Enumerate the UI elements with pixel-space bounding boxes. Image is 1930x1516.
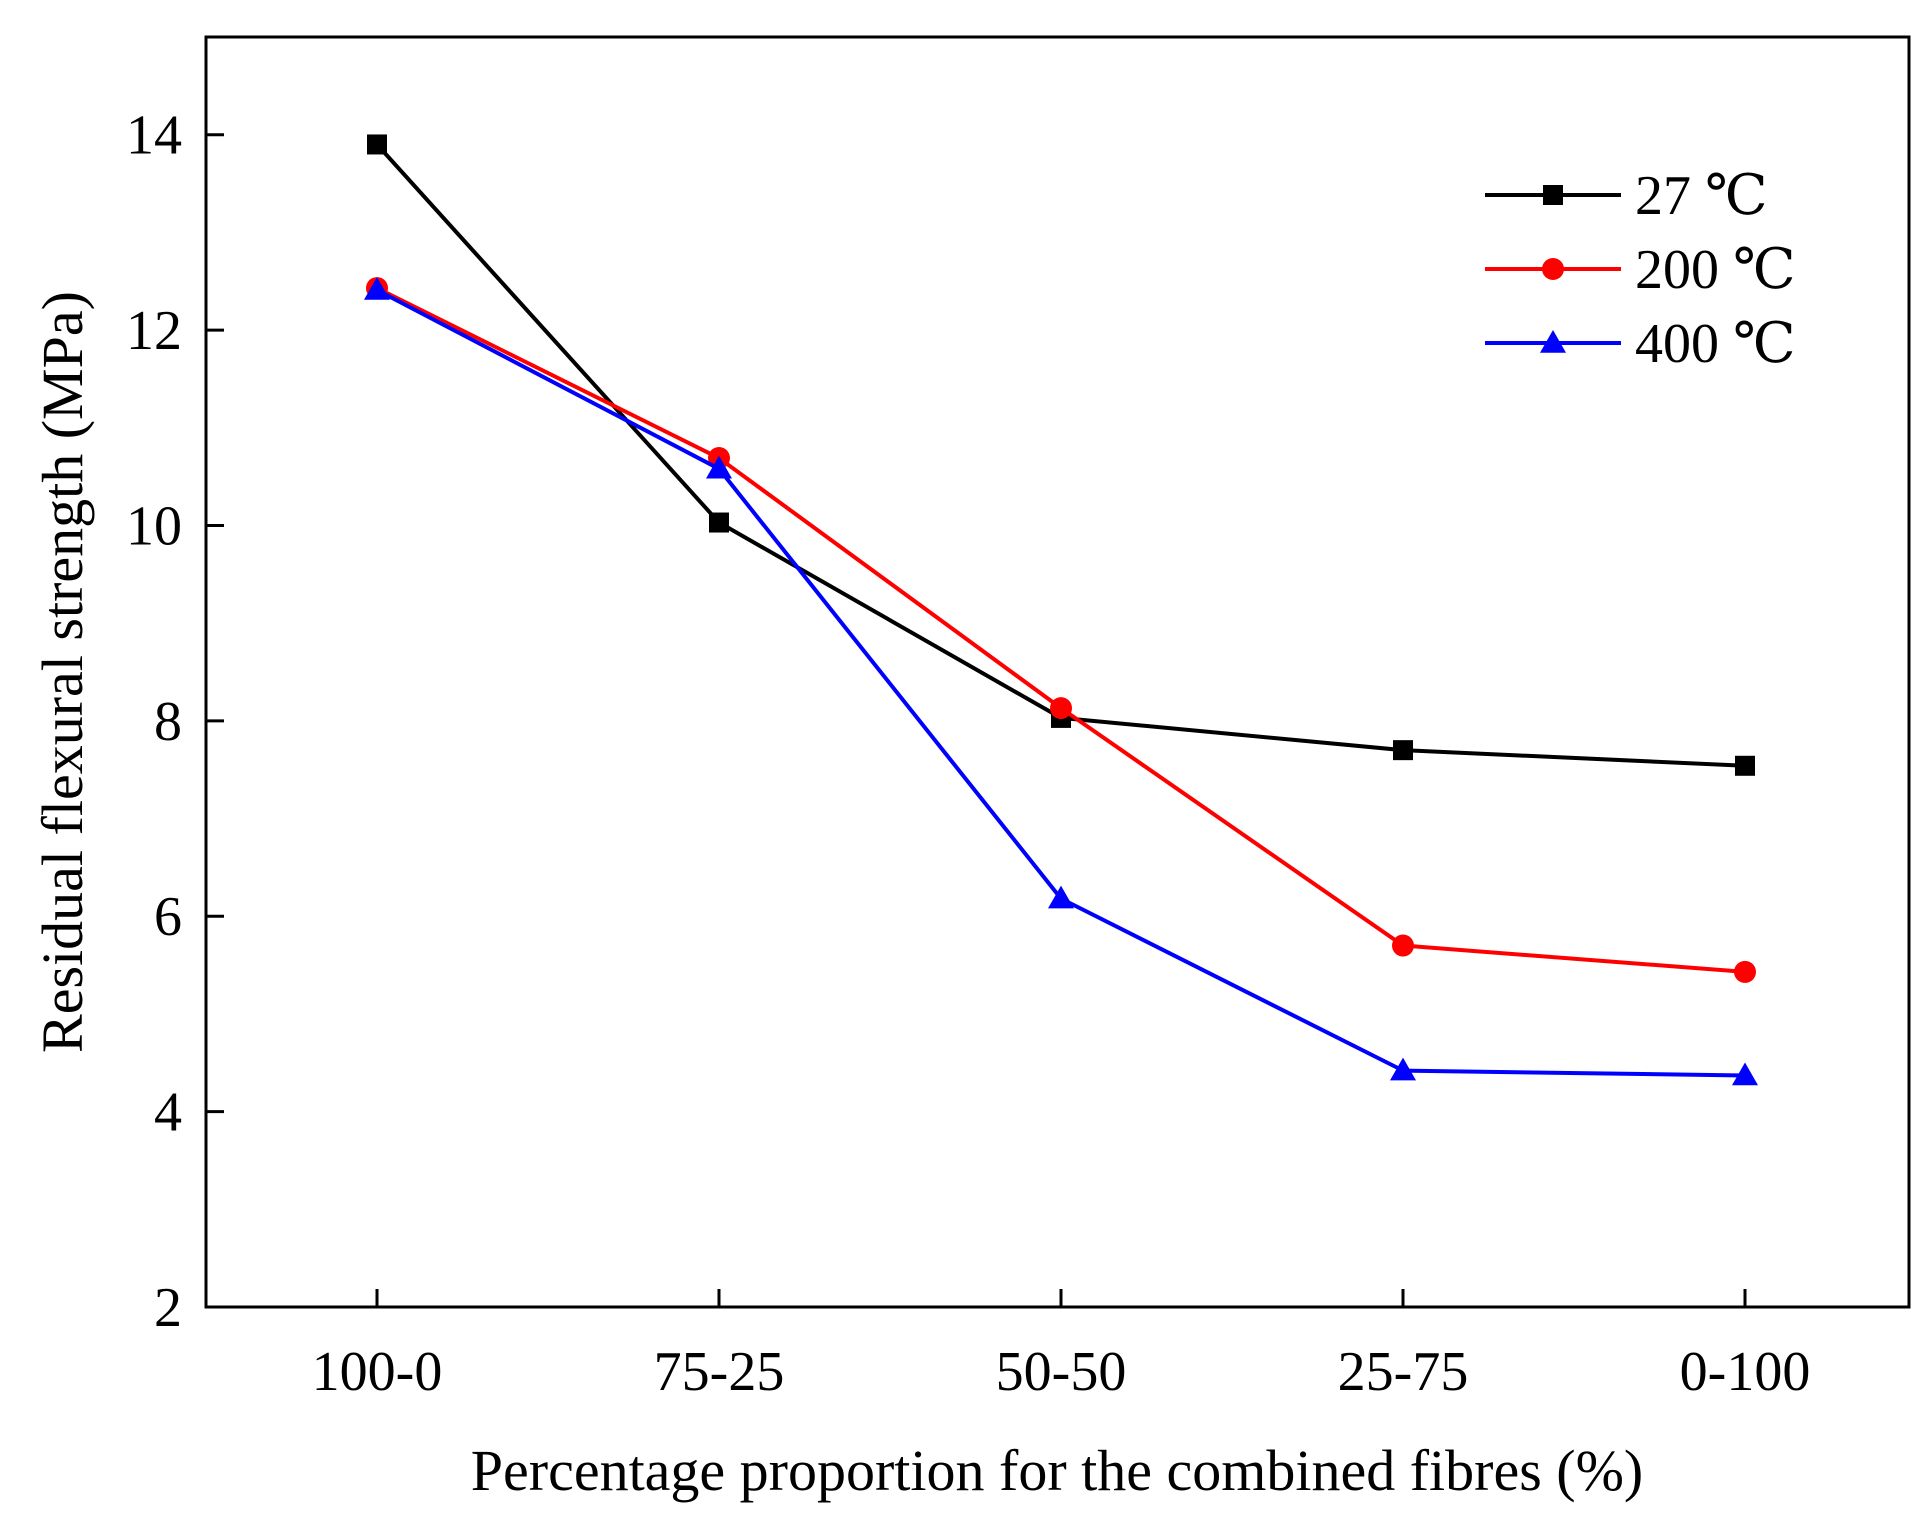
series-line bbox=[376, 286, 1746, 974]
x-tick-label: 0-100 bbox=[1680, 1341, 1811, 1403]
legend-item: 27 ℃ bbox=[1485, 165, 1768, 227]
y-tick-label: 14 bbox=[126, 105, 182, 167]
data-point-circle bbox=[1050, 697, 1072, 720]
data-point-square bbox=[1393, 740, 1413, 761]
y-tick-label: 10 bbox=[126, 495, 182, 557]
series-layer bbox=[364, 134, 1758, 1086]
data-point-triangle bbox=[1540, 330, 1566, 353]
data-point-triangle bbox=[364, 277, 390, 300]
y-tick-label: 4 bbox=[154, 1082, 182, 1144]
data-point-square bbox=[1543, 185, 1563, 205]
y-tick-label: 2 bbox=[154, 1277, 182, 1339]
data-point-triangle bbox=[1390, 1057, 1416, 1081]
legend-label: 27 ℃ bbox=[1635, 165, 1768, 227]
legend-label: 200 ℃ bbox=[1635, 239, 1796, 301]
data-point-circle bbox=[1542, 258, 1564, 280]
data-point-square bbox=[709, 512, 729, 533]
data-point-triangle bbox=[1048, 885, 1074, 909]
x-tick-label: 50-50 bbox=[996, 1341, 1127, 1403]
x-tick-label: 75-25 bbox=[654, 1341, 785, 1403]
x-axis-title: Percentage proportion for the combined f… bbox=[471, 1438, 1643, 1503]
data-point-circle bbox=[1392, 934, 1414, 957]
series-line bbox=[375, 143, 1746, 768]
data-point-square bbox=[1735, 755, 1755, 776]
x-tick-label: 25-75 bbox=[1338, 1341, 1469, 1403]
data-point-square bbox=[367, 134, 387, 155]
y-axis-title: Residual flexural strength (MPa) bbox=[30, 291, 95, 1053]
series-2 bbox=[364, 277, 1758, 1086]
data-point-triangle bbox=[706, 455, 732, 479]
legend: 27 ℃ 200 ℃ 400 ℃ bbox=[1485, 165, 1796, 375]
plot-frame bbox=[204, 35, 1911, 1309]
series-1 bbox=[366, 277, 1756, 983]
x-axis: 100-0 75-25 50-50 25-75 0-100 bbox=[312, 1289, 1811, 1403]
legend-item: 200 ℃ bbox=[1485, 239, 1796, 301]
legend-label: 400 ℃ bbox=[1635, 313, 1796, 375]
legend-item: 400 ℃ bbox=[1485, 313, 1796, 375]
x-tick-label: 100-0 bbox=[312, 1341, 443, 1403]
series-0 bbox=[367, 134, 1755, 776]
y-tick-label: 6 bbox=[154, 886, 182, 948]
y-tick-label: 8 bbox=[154, 691, 182, 753]
y-axis: 2 4 6 8 10 12 14 bbox=[126, 105, 224, 1339]
data-point-triangle bbox=[1732, 1062, 1758, 1086]
data-point-circle bbox=[1734, 960, 1756, 983]
y-tick-label: 12 bbox=[126, 300, 182, 362]
